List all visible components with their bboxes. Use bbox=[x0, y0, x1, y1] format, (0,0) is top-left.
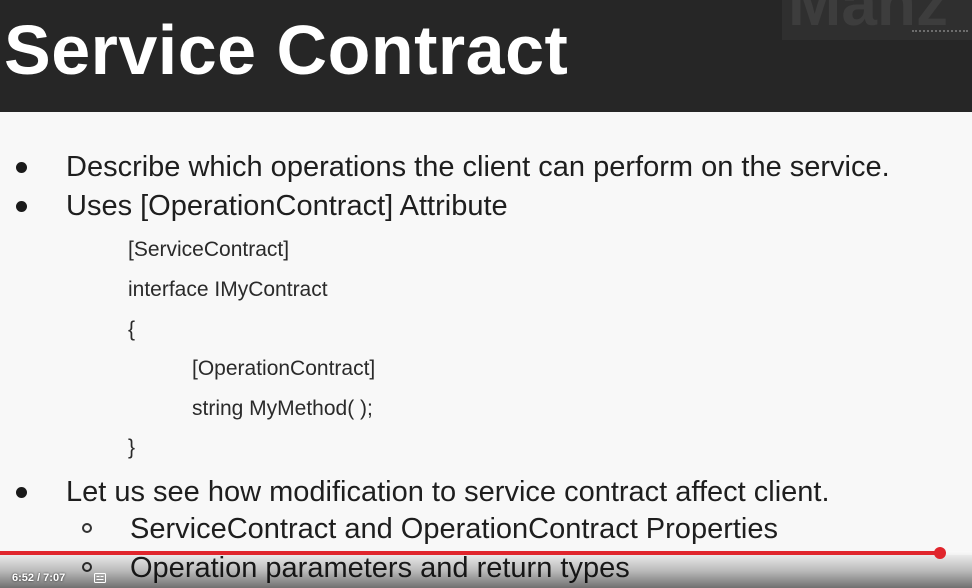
channel-watermark: Manz bbox=[782, 0, 972, 40]
bullet-item: Let us see how modification to service c… bbox=[16, 474, 966, 510]
video-progress-fill bbox=[0, 551, 940, 555]
video-scrubber-handle[interactable] bbox=[934, 547, 946, 559]
bullet-dot-icon bbox=[16, 201, 27, 212]
bullet-dot-icon bbox=[16, 487, 27, 498]
slide-title: Service Contract bbox=[4, 2, 568, 98]
subtitles-icon[interactable] bbox=[94, 573, 106, 583]
code-line: interface IMyContract bbox=[128, 276, 328, 304]
video-player-controls bbox=[0, 550, 972, 588]
video-progress-bar[interactable] bbox=[0, 551, 972, 555]
watermark-text: Manz bbox=[788, 0, 948, 40]
bullet-text: Describe which operations the client can… bbox=[66, 149, 890, 185]
bullet-dot-icon bbox=[16, 162, 27, 173]
bullet-text: Let us see how modification to service c… bbox=[66, 474, 830, 510]
sub-bullet-text: ServiceContract and OperationContract Pr… bbox=[130, 511, 778, 547]
code-line: { bbox=[128, 316, 135, 344]
slide-body: Describe which operations the client can… bbox=[0, 112, 972, 588]
code-line: } bbox=[128, 434, 135, 462]
hollow-bullet-icon bbox=[82, 523, 92, 533]
slide-header: Service Contract Manz bbox=[0, 0, 972, 112]
watermark-dots bbox=[912, 30, 968, 34]
bullet-text: Uses [OperationContract] Attribute bbox=[66, 188, 508, 224]
video-time-display: 6:52 / 7:07 bbox=[12, 572, 65, 584]
sub-bullet-item: ServiceContract and OperationContract Pr… bbox=[82, 511, 962, 547]
code-line: [OperationContract] bbox=[192, 355, 375, 383]
code-line: string MyMethod( ); bbox=[192, 395, 373, 423]
bullet-item: Uses [OperationContract] Attribute bbox=[16, 188, 966, 224]
code-line: [ServiceContract] bbox=[128, 236, 289, 264]
bullet-item: Describe which operations the client can… bbox=[16, 149, 966, 185]
